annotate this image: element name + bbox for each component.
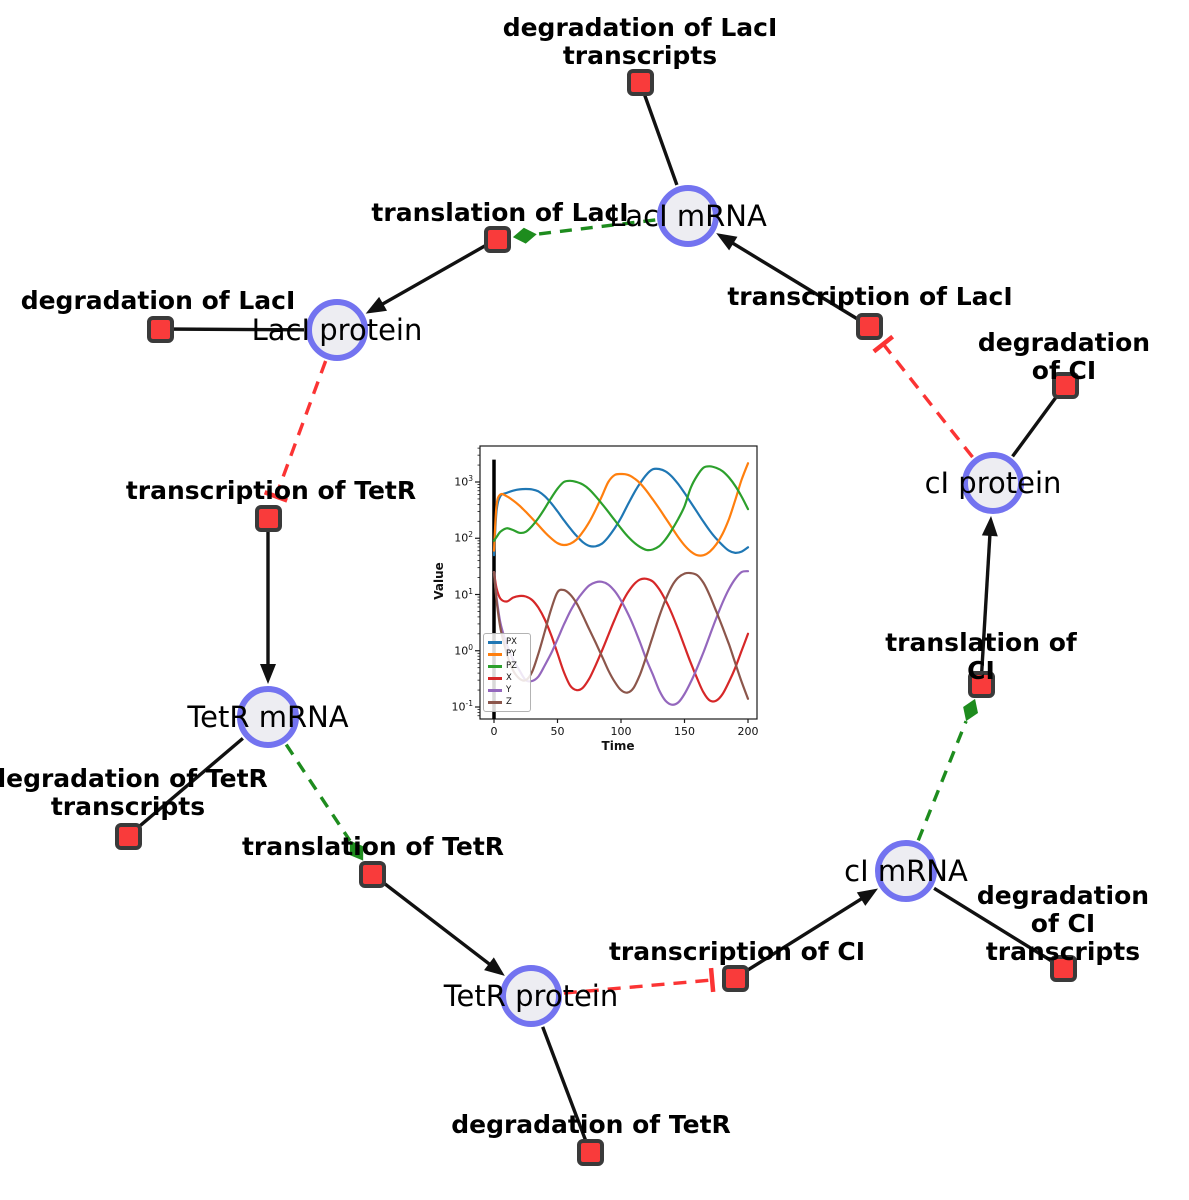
series-X-line [492,571,750,703]
reaction-label-transcription-laci: transcription of LacI [727,282,1013,311]
y-tick-label: 10-1 [451,699,473,714]
edge-laci-protein-deg-laci [159,327,305,332]
edge-tetr-mrna-translation-tetr [284,743,364,861]
species-label-laci-mrna: LacI mRNA [609,199,767,233]
species-label-tetr-mrna: TetR mRNA [187,700,349,734]
species-node-ci-mrna [875,840,937,902]
edge-transcription-laci-laci-mrna [716,233,870,328]
edge-translation-ci-ci-protein [979,515,998,685]
species-label-ci-protein: cI protein [924,466,1062,500]
edge-ci-mrna-translation-ci [916,698,979,842]
legend-item-X: X [488,674,526,683]
species-label-laci-protein: LacI protein [251,313,423,347]
legend-swatch-Z [488,701,502,704]
y-tick-label: 103 [454,474,473,489]
species-label-tetr-protein: TetR protein [443,979,619,1013]
edge-tetr-protein-transcription-ci [563,967,716,995]
reaction-node-transcription-laci [856,313,883,340]
species-node-tetr-protein [500,965,562,1027]
reaction-label-deg-laci: degradation of LacI [20,286,296,315]
axes-frame [479,445,758,720]
reaction-label-deg-laci-transcripts: degradation of LacI transcripts [502,13,778,70]
reaction-node-deg-laci-transcripts [627,69,654,96]
reaction-node-transcription-ci [722,965,749,992]
reaction-label-translation-laci: translation of LacI [371,198,629,227]
edge-tetr-protein-deg-tetr [541,1026,592,1153]
y-tick-label: 100 [454,642,473,658]
series-PY-line [492,462,750,557]
legend-item-PZ: PZ [488,662,526,671]
edge-transcription-tetr-tetr-mrna [260,518,276,684]
legend-item-PY: PY [488,650,526,659]
legend-swatch-PY [488,653,502,656]
edge-laci-mrna-deg-laci-transcripts [638,81,679,186]
species-node-laci-protein [306,299,368,361]
reaction-node-translation-laci [484,226,511,253]
legend-label-X: X [506,673,512,684]
y-tick-label: 101 [454,586,473,602]
edge-laci-protein-transcription-tetr [263,360,328,503]
series-Y-line [492,570,750,706]
reaction-label-deg-tetr: degradation of TetR [451,1110,731,1139]
species-node-ci-protein [962,452,1024,514]
reaction-label-translation-tetr: translation of TetR [241,832,505,861]
x-tick-label: 200 [737,725,759,738]
y-axis-label: Value [432,562,446,600]
plot-area [475,445,758,723]
x-tick-label: 150 [674,725,695,738]
reaction-label-deg-ci-transcripts: degradation of CI transcripts [976,881,1150,966]
species-node-laci-mrna [657,185,719,247]
legend-item-Y: Y [488,686,526,695]
series-PZ-line [492,465,750,552]
reaction-node-deg-tetr [577,1139,604,1166]
legend-swatch-PZ [488,665,502,668]
edge-ci-mrna-deg-ci-transcripts [933,886,1064,970]
x-tick-label: 100 [610,725,632,738]
legend-label-PY: PY [506,649,517,660]
legend-label-Y: Y [506,685,512,696]
legend-swatch-PX [488,641,502,644]
reaction-node-deg-ci-transcripts [1050,955,1077,982]
reaction-label-translation-ci: translation of CI [885,628,1077,685]
reaction-label-deg-ci: degradation of CI [977,328,1151,385]
reaction-node-transcription-tetr [255,505,282,532]
legend-label-Z: Z [506,697,512,708]
chart-legend: PX PY PZ X Y Z [483,633,531,712]
edge-transcription-ci-ci-mrna [734,888,879,980]
x-tick-label: 0 [490,725,498,738]
series-PX-line [492,467,750,557]
reaction-node-translation-tetr [359,861,386,888]
series-Z-line [492,571,750,700]
legend-swatch-Y [488,689,502,692]
species-node-tetr-mrna [237,686,299,748]
reaction-label-transcription-ci: transcription of CI [608,937,866,966]
timecourse-plot: Value Time PX PY PZ X Y Z 10-1 100 101 102 103 0 50… [425,434,775,764]
species-label-ci-mrna: cI mRNA [844,854,968,888]
reaction-node-deg-laci [147,316,174,343]
legend-label-PZ: PZ [506,661,517,672]
edge-tetr-mrna-deg-tetr-transcripts [126,737,244,838]
edge-laci-mrna-translation-laci [512,218,656,244]
edge-translation-laci-laci-protein [365,237,498,314]
x-tick-label: 50 [550,725,565,738]
reaction-node-deg-tetr-transcripts [115,823,142,850]
x-axis-label: Time [601,739,635,753]
legend-label-PX: PX [506,637,517,648]
reaction-node-translation-ci [968,671,995,698]
y-tick-label: 102 [454,530,473,545]
edge-translation-tetr-tetr-protein [370,872,505,976]
legend-item-PX: PX [488,638,526,647]
reaction-node-deg-ci [1052,372,1079,399]
reaction-label-transcription-tetr: transcription of TetR [125,476,417,505]
legend-item-Z: Z [488,698,526,707]
reaction-label-deg-tetr-transcripts: degradation of TetR transcripts [0,764,268,821]
legend-swatch-X [488,677,502,680]
edge-ci-protein-transcription-laci [872,334,974,459]
